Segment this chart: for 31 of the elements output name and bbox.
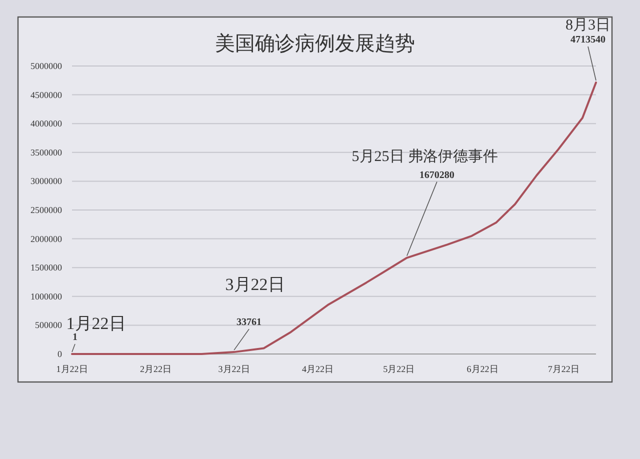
- annotation: 5月25日 弗洛伊德事件: [352, 148, 498, 165]
- y-tick-label: 4000000: [30, 118, 62, 129]
- annotation: 4713540: [570, 34, 606, 46]
- chart-title: 美国确诊病例发展趋势: [215, 32, 415, 55]
- annotation: 1670280: [419, 170, 454, 181]
- y-tick-label: 2500000: [30, 205, 62, 215]
- x-tick-label: 3月22日: [218, 364, 250, 374]
- x-tick-label: 7月22日: [548, 364, 580, 374]
- annotation: 8月3日: [566, 18, 610, 34]
- x-tick-label: 1月22日: [56, 364, 88, 374]
- y-tick-label: 1500000: [30, 262, 62, 273]
- y-tick-label: 3500000: [30, 147, 62, 158]
- annotation: 1: [72, 332, 78, 352]
- y-tick-label: 2000000: [30, 234, 62, 244]
- annotation: 4713540: [570, 34, 606, 81]
- x-tick-label: 6月22日: [466, 364, 498, 374]
- x-tick-label: 2月22日: [140, 364, 172, 374]
- y-tick-label: 5000000: [30, 61, 62, 71]
- y-tick-label: 0: [58, 349, 62, 359]
- y-tick-label: 4500000: [30, 90, 62, 100]
- annotation: 1月22日: [66, 314, 126, 333]
- annotation: 3月22日: [225, 275, 285, 294]
- x-tick-label: 4月22日: [302, 364, 334, 374]
- annotation: 1670280: [406, 170, 454, 256]
- y-tick-label: 1000000: [30, 291, 62, 302]
- annotation: 1: [72, 332, 78, 343]
- y-tick-label: 500000: [35, 320, 62, 330]
- y-tick-label: 3000000: [30, 176, 62, 186]
- x-tick-label: 5月22日: [383, 364, 415, 374]
- annotation: 33761: [234, 317, 262, 350]
- annotation: 33761: [236, 317, 262, 328]
